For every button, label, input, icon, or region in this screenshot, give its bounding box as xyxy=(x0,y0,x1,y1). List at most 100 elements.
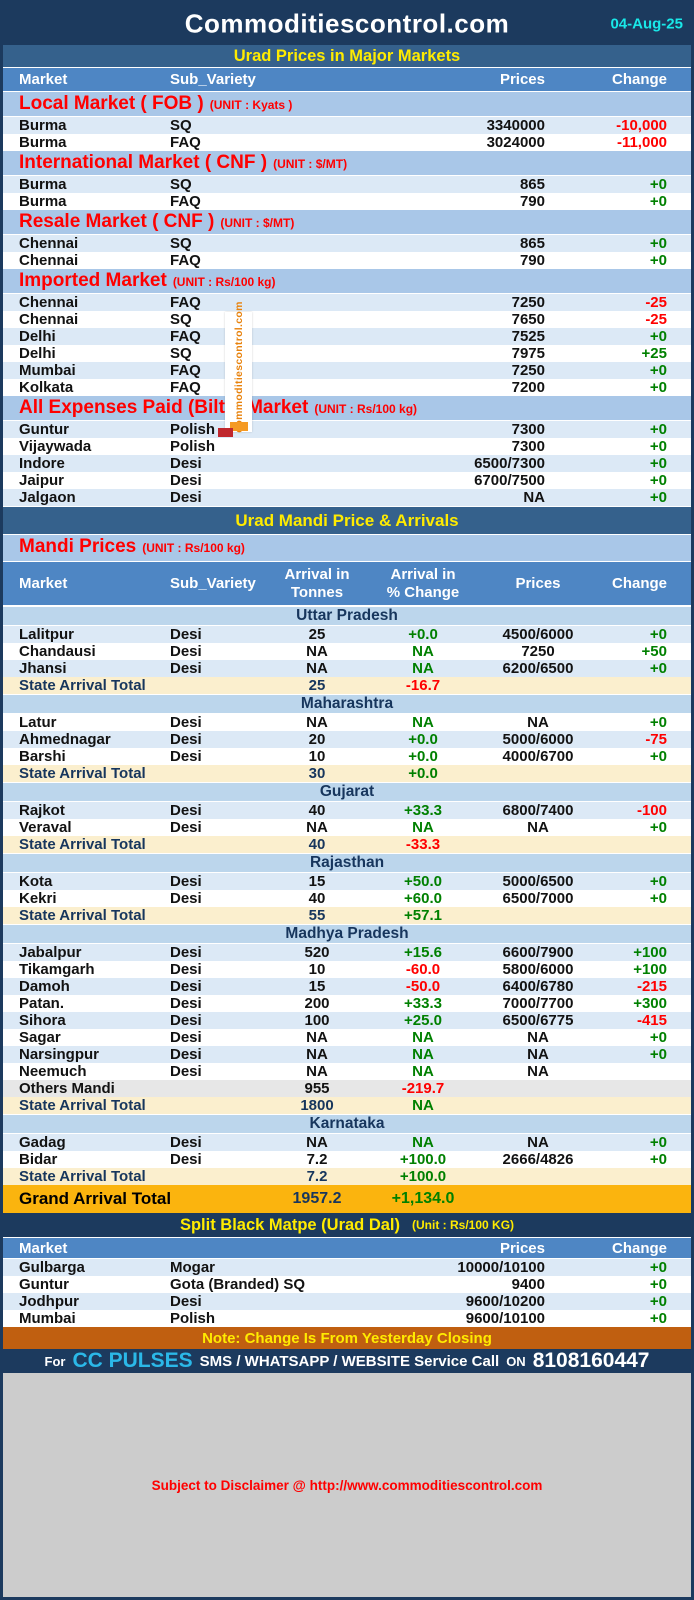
price-row: Chennai FAQ 790 +0 xyxy=(3,252,691,269)
cc-pulses-brand: CC PULSES xyxy=(72,1349,193,1372)
section-unit: (UNIT : $/MT) xyxy=(220,216,295,230)
change-cell: +0 xyxy=(649,421,667,438)
price-cell: 9600/10100 xyxy=(465,1310,545,1327)
state-arrival-total-row: State Arrival Total 25 -16.7 xyxy=(3,677,691,694)
price-row: Jaipur Desi 6700/7500 +0 xyxy=(3,472,691,489)
price-cell: 6600/7900 xyxy=(502,944,574,961)
mandi-states: Uttar Pradesh Lalitpur Desi 25 +0.0 4500… xyxy=(3,606,691,1185)
major-markets-title-band: Urad Prices in Major Markets xyxy=(3,45,691,68)
price-row: Guntur Polish 7300 +0 xyxy=(3,421,691,438)
market-cell: Kota xyxy=(19,873,53,890)
variety-cell: SQ xyxy=(170,176,192,193)
price-cell: 6500/7000 xyxy=(502,890,574,907)
variety-cell: Desi xyxy=(170,643,202,660)
mandi-row: Narsingpur Desi NA NA NA +0 xyxy=(3,1046,691,1063)
market-cell: Barshi xyxy=(19,748,66,765)
state-rows: Gadag Desi NA NA NA +0 Bidar Desi 7.2 +1… xyxy=(3,1134,691,1168)
price-row: Jalgaon Desi NA +0 xyxy=(3,489,691,506)
price-cell: 9400 xyxy=(511,1276,545,1293)
price-row: Chennai SQ 7650 -25 xyxy=(3,311,691,328)
variety-cell: Desi xyxy=(170,1012,202,1029)
arrival-pct-cell: +50.0 xyxy=(404,873,442,890)
arrival-pct-cell: NA xyxy=(412,819,434,836)
arrival-cell: 10 xyxy=(308,748,326,765)
grand-total-label: Grand Arrival Total xyxy=(19,1189,172,1208)
market-cell: Burma xyxy=(19,176,67,193)
section-rows: Burma SQ 865 +0 Burma FAQ 790 +0 xyxy=(3,176,691,210)
price-row: Jodhpur Desi 9600/10200 +0 xyxy=(3,1293,691,1310)
variety-cell: FAQ xyxy=(170,379,201,396)
arrival-pct-cell: NA xyxy=(412,1046,434,1063)
variety-cell: Desi xyxy=(170,748,202,765)
section-title: International Market ( CNF ) xyxy=(19,152,268,173)
price-cell: NA xyxy=(527,1063,549,1080)
mandi-title-band: Urad Mandi Price & Arrivals xyxy=(3,506,691,535)
price-cell: NA xyxy=(527,1029,549,1046)
price-cell: 7525 xyxy=(511,328,545,345)
market-cell: Veraval xyxy=(19,819,72,836)
variety-cell: Desi xyxy=(170,819,202,836)
mandi-row: Neemuch Desi NA NA NA xyxy=(3,1063,691,1080)
arrival-cell: NA xyxy=(306,1046,328,1063)
split-matpe-title: Split Black Matpe (Urad Dal) xyxy=(179,1215,401,1234)
state-band: Rajasthan xyxy=(3,853,691,873)
variety-cell: Desi xyxy=(170,890,202,907)
variety-cell: Polish xyxy=(170,438,216,455)
state-section: Madhya Pradesh Jabalpur Desi 520 +15.6 6… xyxy=(3,924,691,1114)
mandi-prices-unit: (UNIT : Rs/100 kg) xyxy=(142,541,245,555)
price-row: Delhi FAQ 7525 +0 xyxy=(3,328,691,345)
variety-cell: SQ xyxy=(170,311,192,328)
state-total-pct: +0.0 xyxy=(408,765,438,782)
market-cell: Damoh xyxy=(19,978,70,995)
mandi-row: Tikamgarh Desi 10 -60.0 5800/6000 +100 xyxy=(3,961,691,978)
change-cell: +0 xyxy=(649,379,667,396)
price-row: Delhi SQ 7975 +25 xyxy=(3,345,691,362)
market-cell: Rajkot xyxy=(19,802,65,819)
change-cell: -25 xyxy=(645,294,667,311)
price-cell: 6400/6780 xyxy=(502,978,574,995)
state-total-label: State Arrival Total xyxy=(19,1168,146,1185)
market-cell: Kekri xyxy=(19,890,57,907)
change-cell: +0 xyxy=(649,235,667,252)
change-cell: -215 xyxy=(636,978,667,995)
col-prices: Prices xyxy=(499,1239,545,1257)
change-cell: +0 xyxy=(649,714,667,731)
market-section: Local Market ( FOB ) (UNIT : Kyats ) Bur… xyxy=(3,92,691,151)
price-row: Vijaywada Polish 7300 +0 xyxy=(3,438,691,455)
mandi-row: Chandausi Desi NA NA 7250 +50 xyxy=(3,643,691,660)
state-arrival-total-row: State Arrival Total 55 +57.1 xyxy=(3,907,691,924)
state-section: Uttar Pradesh Lalitpur Desi 25 +0.0 4500… xyxy=(3,606,691,694)
price-row: Chennai FAQ 7250 -25 xyxy=(3,294,691,311)
watermark: commoditiescontrol.com xyxy=(218,301,252,437)
price-cell: 5000/6500 xyxy=(502,873,574,890)
section-unit: (UNIT : Rs/100 kg) xyxy=(172,275,276,289)
state-total-label: State Arrival Total xyxy=(19,1097,146,1114)
mandi-row: Gadag Desi NA NA NA +0 xyxy=(3,1134,691,1151)
price-cell: 865 xyxy=(519,235,545,252)
change-cell: +0 xyxy=(649,1134,667,1151)
price-cell: 4500/6000 xyxy=(502,626,574,643)
section-unit: (UNIT : Rs/100 kg) xyxy=(314,402,418,416)
change-cell: +0 xyxy=(649,1310,667,1327)
state-band: Uttar Pradesh xyxy=(3,606,691,626)
variety-cell: Desi xyxy=(170,1134,202,1151)
arrival-pct-cell: -60.0 xyxy=(405,961,441,978)
variety-cell: Gota (Branded) SQ xyxy=(170,1276,306,1293)
market-cell: Neemuch xyxy=(19,1063,87,1080)
change-cell: -11,000 xyxy=(616,134,667,151)
price-cell: 865 xyxy=(519,176,545,193)
arrival-pct-cell: +15.6 xyxy=(404,944,442,961)
change-cell: +0 xyxy=(649,489,667,506)
change-cell: +0 xyxy=(649,193,667,210)
variety-cell: Desi xyxy=(170,944,202,961)
market-cell: Jabalpur xyxy=(19,944,82,961)
state-band: Karnataka xyxy=(3,1114,691,1134)
change-cell: -415 xyxy=(636,1012,667,1029)
state-arrival-total-row: State Arrival Total 7.2 +100.0 xyxy=(3,1168,691,1185)
price-row: Guntur Gota (Branded) SQ 9400 +0 xyxy=(3,1276,691,1293)
arrival-cell: NA xyxy=(306,660,328,677)
mandi-row: Jhansi Desi NA NA 6200/6500 +0 xyxy=(3,660,691,677)
market-cell: Delhi xyxy=(19,345,56,362)
market-section: Resale Market ( CNF ) (UNIT : $/MT) Chen… xyxy=(3,210,691,269)
change-cell: +50 xyxy=(641,643,667,660)
